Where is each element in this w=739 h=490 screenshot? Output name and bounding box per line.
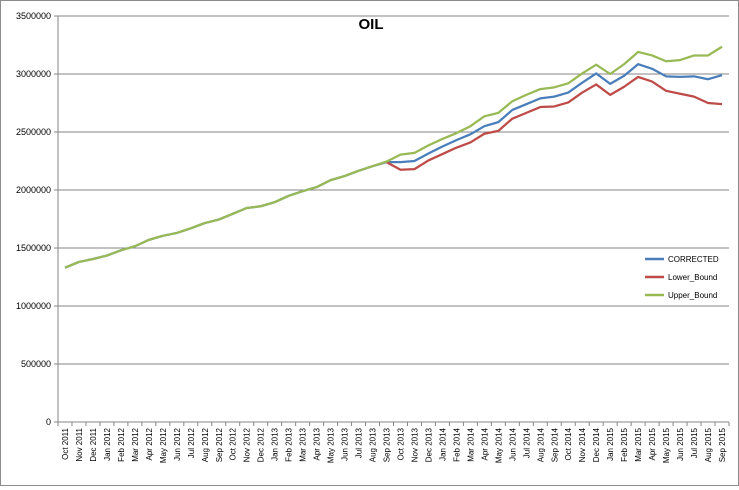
- x-tick-label: Apr 2013: [313, 427, 322, 460]
- y-tick-label: 3500000: [16, 11, 51, 21]
- y-tick-label: 1500000: [16, 243, 51, 253]
- x-tick-label: Mar 2013: [299, 427, 308, 461]
- y-tick-label: 500000: [21, 359, 51, 369]
- x-tick-label: Aug 2015: [704, 427, 713, 462]
- x-tick-label: Sep 2015: [718, 427, 727, 462]
- x-tick-label: Oct 2014: [564, 427, 573, 460]
- x-tick-label: Mar 2012: [131, 427, 140, 461]
- x-tick-label: May 2012: [159, 427, 168, 463]
- x-tick-label: May 2015: [662, 427, 671, 463]
- y-tick-label: 2000000: [16, 185, 51, 195]
- x-tick-label: Dec 2011: [89, 427, 98, 461]
- x-tick-label: Sep 2012: [215, 427, 224, 462]
- x-tick-label: Feb 2015: [620, 427, 629, 461]
- y-tick-label: 3000000: [16, 69, 51, 79]
- chart-title: OIL: [359, 16, 384, 33]
- x-tick-label: Jan 2014: [438, 427, 447, 460]
- x-tick-label: Mar 2015: [634, 427, 643, 461]
- x-tick-label: Oct 2011: [61, 427, 70, 459]
- x-tick-label: Sep 2014: [550, 427, 559, 462]
- x-axis-tick-labels: Oct 2011 Nov 2011 Dec 2011 Jan 2012 Feb 2012…: [61, 427, 727, 463]
- x-tick-label: Jun 2013: [341, 427, 350, 460]
- x-tick-label: Oct 2012: [229, 427, 238, 460]
- x-tick-label: Feb 2014: [452, 427, 461, 461]
- x-tick-label: Oct 2013: [396, 427, 405, 460]
- series-layer: [64, 45, 723, 269]
- x-tick-label: Dec 2012: [257, 427, 266, 462]
- x-tick-label: Nov 2012: [243, 427, 252, 462]
- x-tick-label: Nov 2014: [578, 427, 587, 462]
- x-tick-label: Apr 2012: [145, 427, 154, 460]
- x-tick-label: Nov 2011: [75, 427, 84, 461]
- x-tick-label: Sep 2013: [383, 427, 392, 462]
- x-tick-label: Apr 2015: [648, 427, 657, 460]
- x-tick-label: Jul 2013: [355, 427, 364, 458]
- x-tick-label: Jan 2012: [103, 427, 112, 460]
- y-tick-label: 0: [46, 417, 51, 427]
- x-tick-label: May 2014: [494, 427, 503, 463]
- x-tick-label: Dec 2014: [592, 427, 601, 462]
- legend: CORRECTED Lower_Bound Upper_Bound: [645, 255, 719, 300]
- legend-label: Lower_Bound: [668, 273, 717, 282]
- x-tick-label: Jun 2012: [173, 427, 182, 460]
- x-tick-label: Jun 2015: [676, 427, 685, 460]
- x-tick-label: Aug 2014: [536, 427, 545, 462]
- series-line-upper-bound: [64, 45, 723, 269]
- x-tick-label: Dec 2013: [424, 427, 433, 462]
- x-tick-label: Mar 2014: [466, 427, 475, 461]
- x-tick-label: Feb 2012: [117, 427, 126, 461]
- x-tick-label: Jan 2015: [606, 427, 615, 460]
- y-axis-tick-labels: 0 500000 1000000 1500000 2000000 2500000 30000…: [16, 11, 51, 427]
- x-tick-label: Aug 2012: [201, 427, 210, 462]
- x-tick-label: Nov 2013: [410, 427, 419, 462]
- x-tick-label: Feb 2013: [285, 427, 294, 461]
- x-tick-label: Aug 2013: [369, 427, 378, 462]
- y-tick-label: 2500000: [16, 127, 51, 137]
- x-tick-label: Jul 2015: [690, 427, 699, 458]
- x-tick-label: Jan 2013: [271, 427, 280, 460]
- x-tick-label: Apr 2014: [480, 427, 489, 460]
- y-tick-label: 1000000: [16, 301, 51, 311]
- gridlines: [54, 15, 730, 426]
- series-line-lower-bound: [385, 75, 723, 171]
- legend-label: Upper_Bound: [668, 291, 717, 300]
- x-tick-label: Jun 2014: [508, 427, 517, 460]
- x-tick-label: Jul 2012: [187, 427, 196, 458]
- x-tick-label: Jul 2014: [522, 427, 531, 458]
- legend-label: CORRECTED: [668, 255, 719, 264]
- x-tick-label: May 2013: [327, 427, 336, 463]
